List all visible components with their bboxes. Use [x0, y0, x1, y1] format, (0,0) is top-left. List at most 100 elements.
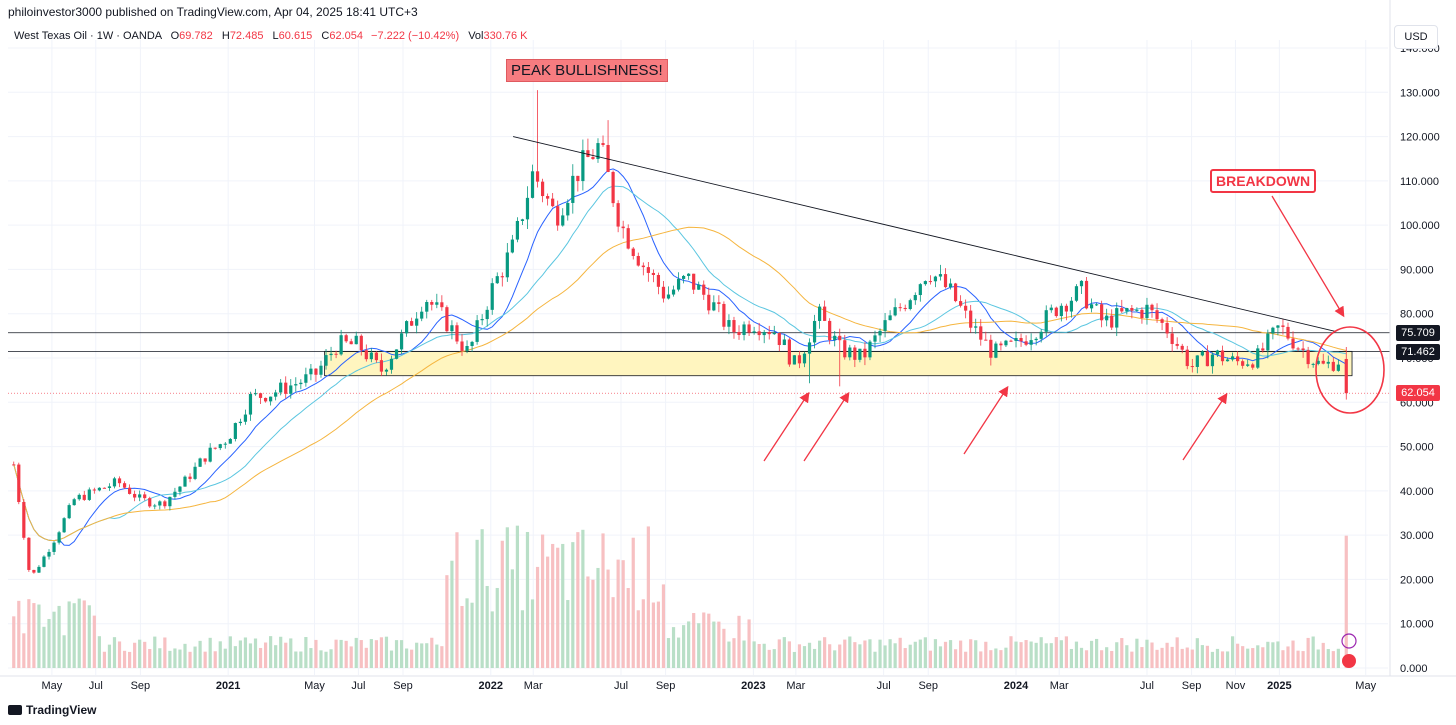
candle-body: [228, 438, 232, 444]
volume-bar: [621, 560, 625, 668]
volume-bar: [12, 616, 16, 668]
candle-body: [1236, 356, 1240, 362]
candle-body: [807, 342, 812, 354]
volume-bar: [1271, 642, 1275, 668]
candle-body: [802, 353, 807, 364]
candle-body: [349, 341, 353, 345]
tradingview-logo[interactable]: TradingView: [8, 703, 96, 717]
volume-bar: [1059, 640, 1063, 668]
volume-bar: [510, 569, 514, 668]
volume-bar: [480, 529, 484, 668]
candle-body: [969, 310, 973, 328]
candle-body: [1306, 350, 1310, 365]
candle-body: [158, 501, 162, 506]
volume-bar: [505, 527, 509, 668]
volume-bar: [1140, 647, 1144, 668]
volume-bar: [1024, 640, 1028, 668]
volume-bar: [1004, 647, 1008, 668]
volume-bar: [238, 640, 242, 668]
volume-bar: [485, 585, 489, 668]
volume-bar: [943, 641, 948, 668]
volume-bar: [772, 649, 776, 668]
volume-bar: [908, 644, 912, 668]
candle-body: [263, 397, 268, 402]
candle-body: [943, 274, 948, 288]
volume-bar: [1251, 648, 1255, 668]
volume-bar: [1321, 642, 1325, 668]
candle-body: [777, 332, 781, 346]
volume-bar: [1034, 642, 1038, 668]
candle-body: [515, 220, 520, 240]
candle-body: [888, 315, 892, 321]
volume-bar: [898, 637, 902, 668]
candle-body: [32, 569, 36, 573]
volume-bar: [591, 579, 595, 668]
volume-bar: [364, 647, 368, 668]
candle-body: [762, 332, 766, 336]
candle-body: [243, 414, 248, 422]
volume-bar: [1316, 649, 1320, 668]
volume-bar: [233, 646, 237, 668]
volume-bar: [178, 649, 182, 668]
red-arrow: [1182, 392, 1228, 461]
volume-bar: [57, 605, 61, 668]
candle-body: [122, 483, 127, 488]
candle-body: [450, 325, 454, 332]
volume-bar: [1200, 645, 1204, 668]
volume-bar: [495, 587, 499, 668]
candle-body: [938, 274, 943, 277]
candle-body: [792, 355, 797, 365]
candle-body: [722, 303, 726, 327]
currency-button[interactable]: USD: [1394, 25, 1438, 49]
volume-bar: [1069, 648, 1074, 668]
volume-bar: [389, 650, 394, 668]
x-tick-label: 2021: [216, 680, 240, 692]
time-axis[interactable]: May Jul Sep 2021 May Jul Sep 2022 Mar Jul Sep 2023 M…: [0, 675, 1456, 692]
volume-bar: [999, 650, 1003, 668]
candle-body: [425, 302, 429, 312]
candle-body: [1069, 300, 1074, 312]
volume-bar: [67, 601, 71, 668]
candle-body: [1251, 364, 1255, 368]
candle-body: [112, 478, 117, 487]
volume-bar: [324, 651, 328, 668]
volume-bar: [747, 619, 751, 668]
volume-bar: [692, 613, 696, 668]
y-tick-label: 130.000: [1400, 87, 1440, 99]
candle-body: [1336, 364, 1340, 371]
volume-bar: [72, 603, 76, 668]
volume-bar: [802, 646, 807, 668]
candle-body: [284, 382, 288, 394]
candle-body: [1195, 355, 1199, 367]
symbol-title[interactable]: West Texas Oil · 1W · OANDA: [14, 30, 162, 42]
candle-body: [410, 321, 414, 326]
candle-body: [1105, 315, 1109, 321]
volume-bar: [767, 649, 771, 668]
candle-body: [838, 335, 842, 341]
candle-body: [989, 339, 993, 358]
volume-bar: [596, 567, 600, 668]
open-value: 69.782: [179, 30, 213, 42]
volume-bar: [556, 547, 560, 668]
candle-body: [143, 494, 147, 499]
x-tick-label: Sep: [131, 680, 151, 692]
volume-bar: [1044, 643, 1048, 668]
candle-body: [223, 443, 227, 445]
candle-body: [1084, 280, 1089, 309]
volume-bar: [153, 636, 157, 668]
volume-bar: [198, 640, 202, 668]
volume-bar: [183, 643, 187, 668]
candle-body: [596, 143, 600, 160]
candle-body: [964, 305, 968, 311]
volume-bar: [117, 641, 122, 668]
volume-bar: [369, 639, 373, 668]
volume-bar: [566, 600, 570, 668]
candle-body: [883, 320, 887, 331]
candle-body: [133, 493, 137, 498]
candle-body: [97, 487, 101, 491]
candle-body: [1120, 308, 1124, 312]
volume-bar: [1256, 645, 1260, 668]
candle-body: [717, 302, 721, 304]
volume-bar: [762, 643, 766, 668]
